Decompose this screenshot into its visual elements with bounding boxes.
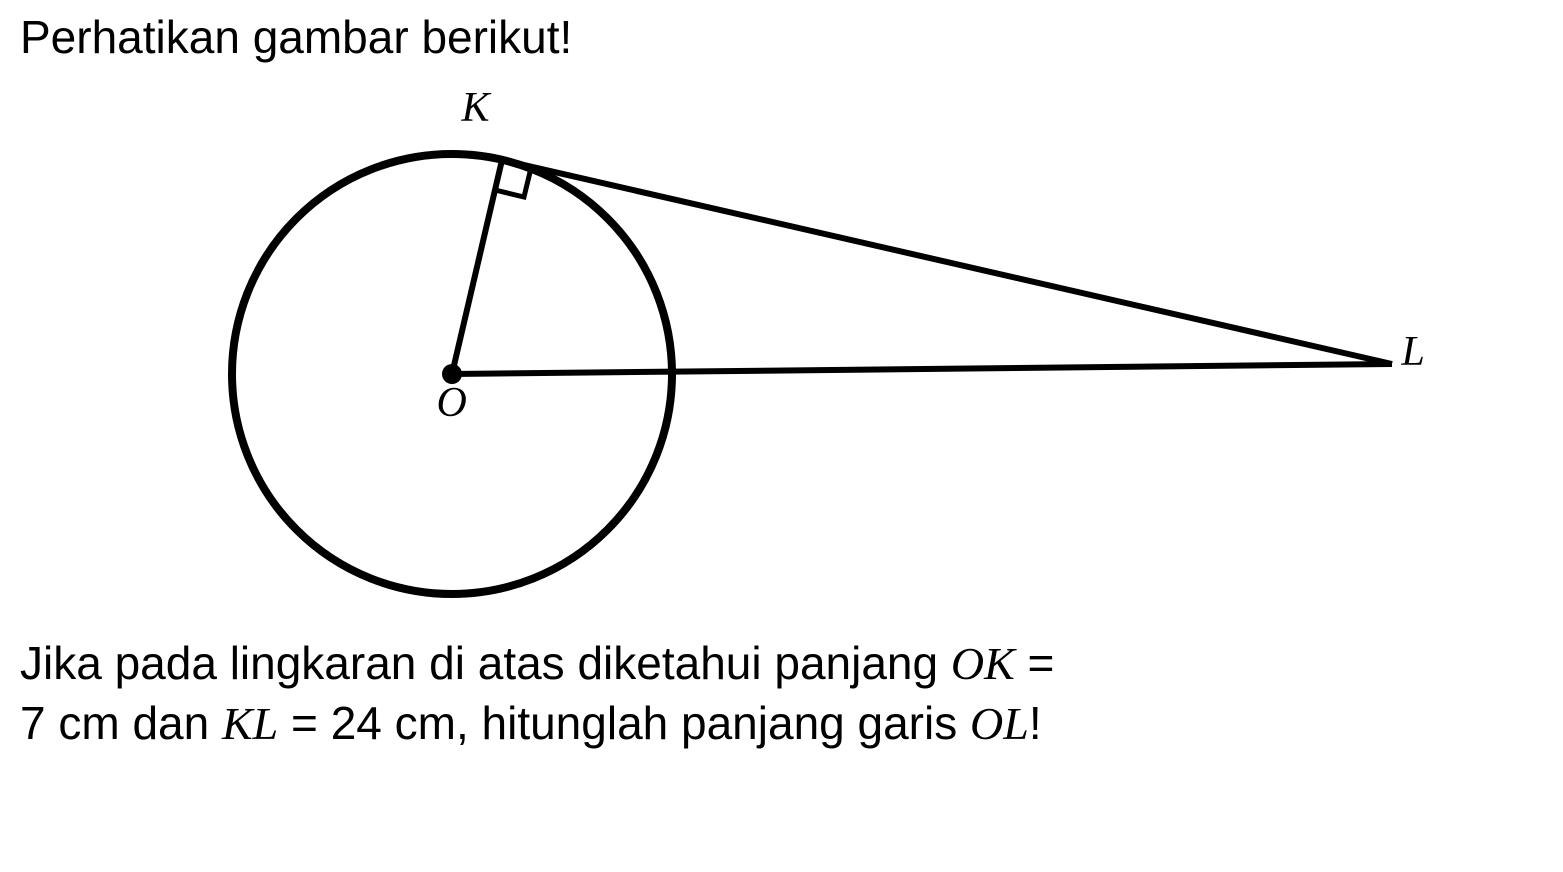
diagram-svg — [82, 74, 1482, 634]
label-k: K — [462, 84, 490, 132]
question-line1-part2: = — [1015, 637, 1055, 689]
line-ol — [452, 364, 1392, 374]
question-var-ol: OL — [970, 698, 1029, 749]
question-text: Jika pada lingkaran di atas diketahui pa… — [20, 634, 1543, 754]
line-kl — [502, 160, 1392, 364]
question-line2-part2: = 24 cm, hitunglah panjang garis — [278, 697, 970, 749]
question-line2-part1: 7 cm dan — [20, 697, 222, 749]
question-var-kl: KL — [222, 698, 278, 749]
geometry-diagram: K O L — [82, 74, 1482, 634]
question-line2-part3: ! — [1029, 697, 1042, 749]
question-var-ok: OK — [951, 638, 1015, 689]
instruction-text: Perhatikan gambar berikut! — [20, 10, 1543, 64]
label-l: L — [1402, 328, 1425, 376]
label-o: O — [437, 379, 467, 427]
question-line1-part1: Jika pada lingkaran di atas diketahui pa… — [20, 637, 951, 689]
